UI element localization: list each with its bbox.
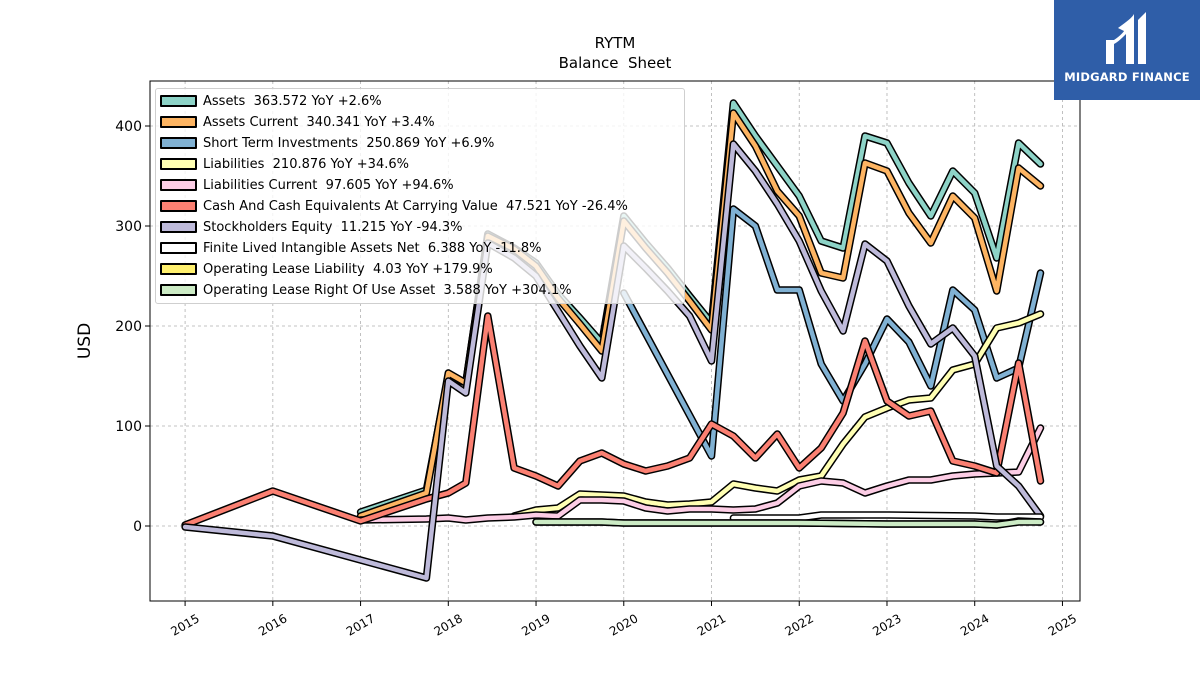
x-tick-label: 2021 (695, 611, 728, 638)
legend-swatch (160, 284, 197, 296)
legend-label: Operating Lease Right Of Use Asset 3.588… (203, 282, 572, 298)
legend-label: Assets 363.572 YoY +2.6% (203, 93, 382, 109)
series-lines (181, 99, 1045, 582)
legend-swatch (160, 95, 197, 107)
brand-name: MIDGARD FINANCE (1064, 70, 1190, 84)
legend-swatch (160, 116, 197, 128)
legend-label: Assets Current 340.341 YoY +3.4% (203, 114, 435, 130)
series-line-7 (729, 511, 1045, 522)
legend-swatch (160, 242, 197, 254)
y-tick-label: 300 (115, 219, 142, 235)
chart-subtitle: Balance Sheet (559, 54, 672, 72)
legend-label: Finite Lived Intangible Assets Net 6.388… (203, 240, 542, 256)
series-line-4 (356, 424, 1045, 524)
series-line-3 (510, 310, 1045, 520)
legend-swatch (160, 200, 197, 212)
x-tick-label: 2022 (783, 611, 816, 638)
x-tick-label: 2017 (344, 611, 377, 638)
y-tick-label: 0 (133, 519, 142, 535)
y-tick-label: 100 (115, 419, 142, 435)
x-tick-label: 2019 (519, 611, 552, 638)
legend-label: Liabilities 210.876 YoY +34.6% (203, 156, 409, 172)
x-tick-label: 2025 (1046, 611, 1079, 638)
legend-swatch (160, 158, 197, 170)
legend-label: Liabilities Current 97.605 YoY +94.6% (203, 177, 454, 193)
legend-item: Operating Lease Right Of Use Asset 3.588… (160, 281, 572, 299)
legend-item: Cash And Cash Equivalents At Carrying Va… (160, 197, 628, 215)
series-line-5 (181, 312, 1045, 529)
legend-label: Cash And Cash Equivalents At Carrying Va… (203, 198, 628, 214)
legend-label: Short Term Investments 250.869 YoY +6.9% (203, 135, 495, 151)
series-line-9 (532, 518, 1045, 529)
series-line-2 (620, 205, 1045, 460)
plot-frame (149, 80, 1081, 602)
x-tick-label: 2023 (870, 611, 903, 638)
legend-label: Operating Lease Liability 4.03 YoY +179.… (203, 261, 493, 277)
x-tick-label: 2016 (256, 611, 289, 638)
legend-swatch (160, 179, 197, 191)
legend-item: Liabilities 210.876 YoY +34.6% (160, 155, 409, 173)
legend-item: Finite Lived Intangible Assets Net 6.388… (160, 239, 542, 257)
x-tick-label: 2020 (607, 611, 640, 638)
legend-item: Assets Current 340.341 YoY +3.4% (160, 113, 435, 131)
y-axis-label: USD (75, 323, 95, 359)
legend-item: Assets 363.572 YoY +2.6% (160, 92, 382, 110)
chart-title: RYTM (595, 34, 636, 52)
x-tick-label: 2018 (432, 611, 465, 638)
y-tick-label: 200 (115, 319, 142, 335)
legend-item: Operating Lease Liability 4.03 YoY +179.… (160, 260, 493, 278)
legend-label: Stockholders Equity 11.215 YoY -94.3% (203, 219, 463, 235)
legend-swatch (160, 263, 197, 275)
legend-item: Short Term Investments 250.869 YoY +6.9% (160, 134, 494, 152)
legend-item: Liabilities Current 97.605 YoY +94.6% (160, 176, 454, 194)
legend-swatch (160, 221, 197, 233)
legend-swatch (160, 137, 197, 149)
x-tick-label: 2024 (958, 611, 991, 638)
y-tick-label: 400 (115, 119, 142, 135)
midgard-logo-icon (1106, 12, 1146, 64)
brand-logo: MIDGARD FINANCE (1054, 0, 1200, 100)
x-tick-label: 2015 (168, 611, 201, 638)
chart-legend: Assets 363.572 YoY +2.6% Assets Current 3… (155, 88, 685, 304)
legend-item: Stockholders Equity 11.215 YoY -94.3% (160, 218, 463, 236)
